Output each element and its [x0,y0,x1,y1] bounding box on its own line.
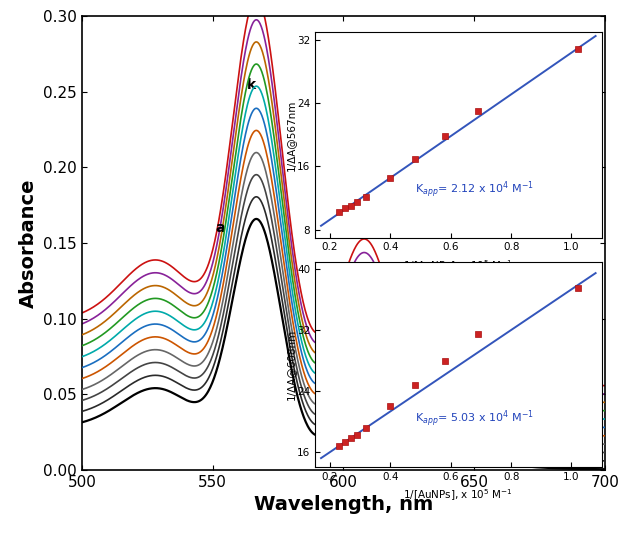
Text: K$_{app}$= 2.12 x 10$^4$ M$^{-1}$: K$_{app}$= 2.12 x 10$^4$ M$^{-1}$ [415,178,534,200]
Text: a: a [388,392,398,406]
Text: k: k [248,77,256,92]
X-axis label: Wavelength, nm: Wavelength, nm [254,496,433,514]
Y-axis label: 1/ΔA@608nm: 1/ΔA@608nm [285,329,295,400]
X-axis label: 1/[AuNPs], x 10$^5$ M$^{-1}$: 1/[AuNPs], x 10$^5$ M$^{-1}$ [403,488,513,503]
Text: k: k [383,289,392,303]
Text: K$_{app}$= 5.03 x 10$^4$ M$^{-1}$: K$_{app}$= 5.03 x 10$^4$ M$^{-1}$ [415,408,534,429]
Y-axis label: Absorbance: Absorbance [19,178,38,308]
X-axis label: 1/[AuNPs], x 10$^5$ M$^{-1}$: 1/[AuNPs], x 10$^5$ M$^{-1}$ [403,258,513,273]
Text: a: a [215,222,225,235]
Y-axis label: 1/ΔA@567nm: 1/ΔA@567nm [285,99,295,170]
